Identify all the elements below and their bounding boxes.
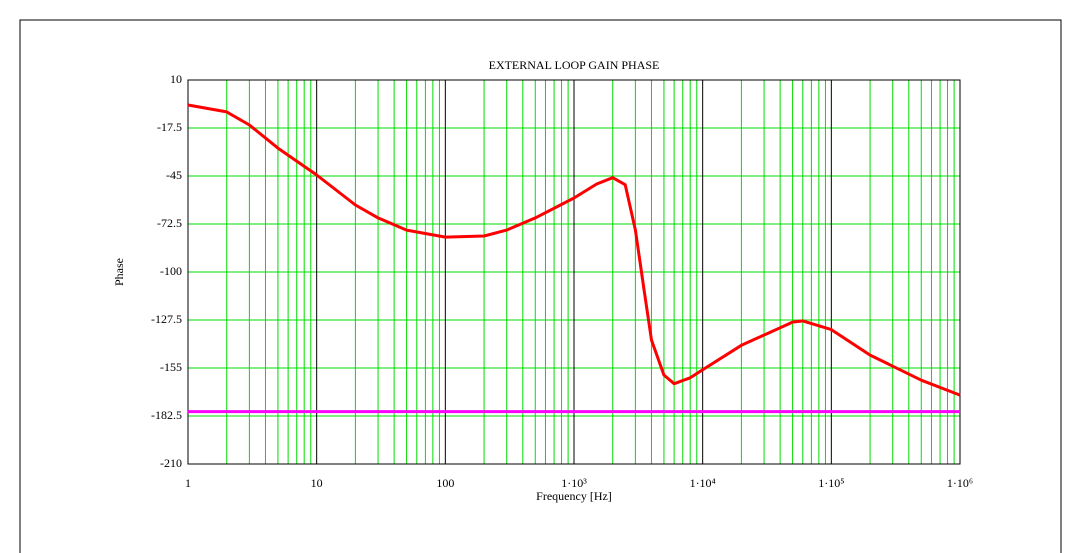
series-line: [187, 103, 961, 397]
x-tick-label: 10: [311, 476, 323, 490]
y-tick-label: -182.5: [151, 408, 182, 422]
y-tick-label: -72.5: [157, 216, 182, 230]
x-tick-label: 1: [185, 476, 191, 490]
x-tick-label: 1·10⁴: [690, 476, 716, 490]
x-tick-label: 1·10⁶: [947, 476, 973, 490]
frame: [19, 19, 1062, 553]
y-tick-label: -210: [160, 456, 182, 470]
y-tick-label: -100: [160, 264, 182, 278]
y-tick-label: -127.5: [151, 312, 182, 326]
y-tick-label: 10: [170, 72, 182, 86]
y-axis-label: Phase: [112, 258, 126, 286]
y-tick-label: -17.5: [157, 120, 182, 134]
x-tick-label: 100: [436, 476, 454, 490]
x-tick-label: 1·10⁵: [818, 476, 844, 490]
y-tick-label: -45: [166, 168, 182, 182]
x-tick-label: 1·10³: [561, 476, 587, 490]
y-tick-label: -155: [160, 360, 182, 374]
x-axis-label: Frequency [Hz]: [536, 489, 612, 503]
chart-title: EXTERNAL LOOP GAIN PHASE: [489, 58, 660, 72]
plot-border: [187, 79, 961, 465]
